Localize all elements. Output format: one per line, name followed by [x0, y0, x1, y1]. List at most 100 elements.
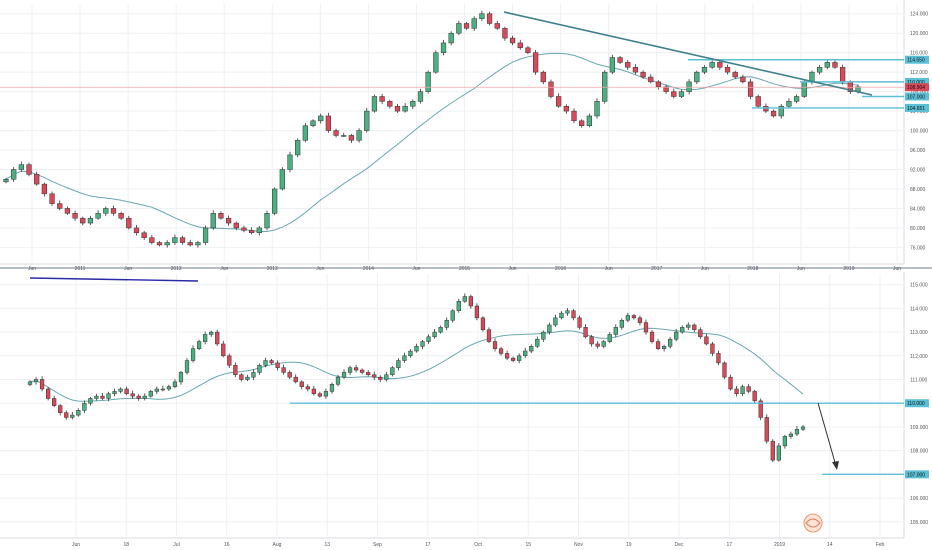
candle-body [661, 346, 667, 349]
candle-body [3, 178, 9, 183]
candle-body [88, 398, 93, 404]
candle-body [788, 433, 794, 437]
candle-body [126, 217, 132, 229]
y-tick-label: 106.000 [910, 496, 928, 502]
candle-body [299, 381, 304, 387]
candle-body [172, 237, 178, 243]
candle-body [565, 310, 570, 314]
x-tick-label: 17 [425, 542, 431, 548]
candle-body [540, 71, 546, 83]
candle-body [486, 329, 492, 342]
candle-body [184, 360, 190, 373]
candle-body [241, 227, 247, 231]
candle-body [426, 336, 431, 342]
candle-body [637, 317, 643, 323]
x-tick-label: Aug [273, 542, 282, 548]
candle-body [504, 353, 510, 359]
candle-body [674, 331, 679, 340]
candle-body [87, 217, 94, 224]
candle-body [124, 388, 129, 394]
x-tick-label: 16 [224, 542, 230, 548]
candle-body [425, 71, 431, 92]
top-candles [3, 10, 861, 248]
candle-body [100, 395, 105, 399]
y-tick-label: 84.000 [910, 206, 926, 212]
candle-body [302, 125, 308, 141]
y-tick-label: 108.000 [910, 449, 928, 455]
x-tick-label: Jun [316, 266, 324, 272]
candle-body [256, 227, 262, 234]
candle-body [329, 384, 335, 392]
candle-body [755, 96, 761, 107]
candle-body [663, 86, 669, 92]
candle-body [287, 372, 292, 378]
candle-body [758, 400, 763, 418]
candle-body [333, 130, 339, 136]
candle-body [178, 372, 184, 383]
candle-body [740, 386, 745, 394]
x-tick-label: 2017 [651, 266, 662, 272]
candle-body [732, 71, 738, 78]
moving-average-line [5, 52, 859, 232]
candle-body [221, 343, 226, 357]
candle-body [366, 372, 371, 376]
candle-body [613, 327, 618, 335]
candle-body [45, 388, 51, 399]
candle-body [764, 417, 769, 442]
candle-body [179, 237, 186, 243]
x-tick-label: Jun [509, 266, 517, 272]
level-label: 107.000 [907, 94, 925, 100]
candle-body [356, 130, 362, 141]
candle-body [387, 101, 393, 107]
candle-body [523, 350, 528, 357]
candle-body [76, 410, 81, 416]
candle-body [724, 67, 731, 73]
x-tick-label: Jun [701, 266, 709, 272]
candle-body [410, 101, 416, 107]
candle-body [794, 429, 800, 435]
y-tick-label: 100.000 [910, 129, 928, 135]
x-tick-label: 2018 [747, 266, 758, 272]
candle-body [631, 315, 637, 319]
candle-body [293, 376, 298, 383]
candle-body [245, 376, 250, 380]
candle-body [202, 227, 209, 243]
candle-body [680, 327, 685, 333]
x-tick-label: 2015 [459, 266, 470, 272]
candle-body [166, 386, 172, 390]
candle-body [295, 140, 301, 156]
candle-body [511, 357, 516, 361]
candle-body [233, 222, 239, 229]
candle-body [740, 76, 746, 83]
candle-body [414, 346, 419, 352]
level-label-box [905, 77, 929, 86]
candle-body [632, 67, 639, 73]
candle-body [58, 405, 63, 413]
candle-body [770, 110, 777, 117]
candle-body [203, 334, 208, 342]
y-tick-label: 113.000 [910, 330, 928, 336]
candle-body [190, 348, 196, 361]
y-tick-label: 104.000 [910, 109, 928, 115]
bottom-moving-average [29, 327, 804, 402]
candle-body [678, 91, 685, 97]
candle-body [70, 414, 75, 418]
candle-body [640, 71, 646, 78]
candle-body [474, 305, 480, 319]
candle-body [502, 28, 508, 39]
candle-body [840, 67, 846, 83]
candle-body [275, 362, 280, 368]
x-tick-label: 2012 [171, 266, 182, 272]
candle-body [154, 388, 159, 392]
candle-body [209, 331, 214, 335]
candle-body [257, 365, 262, 373]
candle-body [595, 343, 600, 347]
candle-body [195, 242, 201, 246]
candle-body [417, 91, 424, 102]
candle-body [156, 242, 163, 246]
candle-body [227, 355, 232, 366]
candle-body [112, 391, 117, 394]
candle-body [746, 386, 751, 392]
y-tick-label: 116.000 [910, 51, 928, 57]
